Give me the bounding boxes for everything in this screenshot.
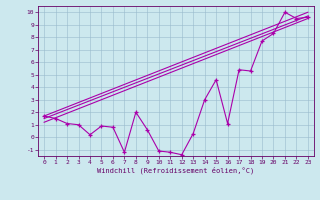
X-axis label: Windchill (Refroidissement éolien,°C): Windchill (Refroidissement éolien,°C) <box>97 167 255 174</box>
